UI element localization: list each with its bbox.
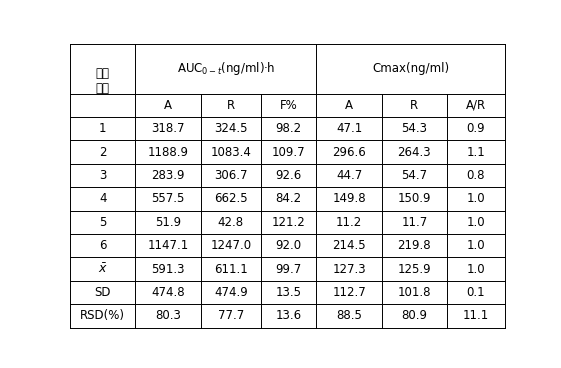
- Text: 219.8: 219.8: [398, 239, 431, 252]
- Text: 283.9: 283.9: [151, 169, 185, 182]
- Text: 150.9: 150.9: [398, 192, 431, 205]
- Text: $\bar{x}$: $\bar{x}$: [98, 262, 108, 276]
- Text: 306.7: 306.7: [214, 169, 247, 182]
- Text: 44.7: 44.7: [336, 169, 362, 182]
- Text: 2: 2: [99, 146, 107, 159]
- Text: 125.9: 125.9: [398, 262, 431, 276]
- Text: 84.2: 84.2: [275, 192, 302, 205]
- Text: 149.8: 149.8: [332, 192, 366, 205]
- Text: 591.3: 591.3: [151, 262, 185, 276]
- Text: 88.5: 88.5: [336, 309, 362, 322]
- Text: 109.7: 109.7: [272, 146, 306, 159]
- Text: 1.0: 1.0: [467, 192, 485, 205]
- Text: 1147.1: 1147.1: [148, 239, 188, 252]
- Text: 3: 3: [99, 169, 107, 182]
- Text: 121.2: 121.2: [272, 216, 306, 229]
- Text: 324.5: 324.5: [214, 122, 247, 135]
- Text: A: A: [345, 99, 353, 112]
- Text: 1.0: 1.0: [467, 239, 485, 252]
- Text: 80.3: 80.3: [155, 309, 181, 322]
- Text: R: R: [410, 99, 419, 112]
- Text: 557.5: 557.5: [151, 192, 185, 205]
- Text: 11.2: 11.2: [336, 216, 362, 229]
- Text: 13.5: 13.5: [275, 286, 302, 299]
- Text: 1.0: 1.0: [467, 262, 485, 276]
- Text: 51.9: 51.9: [155, 216, 181, 229]
- Text: 47.1: 47.1: [336, 122, 362, 135]
- Text: 101.8: 101.8: [398, 286, 431, 299]
- Text: 54.7: 54.7: [401, 169, 427, 182]
- Text: 127.3: 127.3: [332, 262, 366, 276]
- Text: 6: 6: [99, 239, 107, 252]
- Text: RSD(%): RSD(%): [80, 309, 125, 322]
- Text: 318.7: 318.7: [151, 122, 185, 135]
- Text: 214.5: 214.5: [332, 239, 366, 252]
- Text: 1083.4: 1083.4: [210, 146, 251, 159]
- Text: 13.6: 13.6: [275, 309, 302, 322]
- Text: 611.1: 611.1: [214, 262, 247, 276]
- Text: 1247.0: 1247.0: [210, 239, 251, 252]
- Text: AUC$_{0-t}$(ng/ml)·h: AUC$_{0-t}$(ng/ml)·h: [177, 60, 275, 77]
- Text: 4: 4: [99, 192, 107, 205]
- Text: 474.8: 474.8: [151, 286, 185, 299]
- Text: 474.9: 474.9: [214, 286, 247, 299]
- Text: 54.3: 54.3: [401, 122, 427, 135]
- Text: 98.2: 98.2: [275, 122, 302, 135]
- Text: R: R: [227, 99, 235, 112]
- Text: 662.5: 662.5: [214, 192, 247, 205]
- Text: 1188.9: 1188.9: [148, 146, 188, 159]
- Text: 112.7: 112.7: [332, 286, 366, 299]
- Text: 92.6: 92.6: [275, 169, 302, 182]
- Text: Cmax(ng/ml): Cmax(ng/ml): [372, 63, 449, 75]
- Text: 80.9: 80.9: [401, 309, 427, 322]
- Text: A/R: A/R: [466, 99, 486, 112]
- Text: 1.0: 1.0: [467, 216, 485, 229]
- Text: A: A: [164, 99, 172, 112]
- Text: 0.1: 0.1: [467, 286, 485, 299]
- Text: 296.6: 296.6: [332, 146, 366, 159]
- Text: 99.7: 99.7: [275, 262, 302, 276]
- Text: 92.0: 92.0: [275, 239, 302, 252]
- Text: 0.8: 0.8: [467, 169, 485, 182]
- Text: 77.7: 77.7: [218, 309, 244, 322]
- Text: 11.7: 11.7: [401, 216, 427, 229]
- Text: 5: 5: [99, 216, 107, 229]
- Text: 动物
编号: 动物 编号: [96, 67, 110, 95]
- Text: 264.3: 264.3: [398, 146, 431, 159]
- Text: 1.1: 1.1: [467, 146, 485, 159]
- Text: F%: F%: [280, 99, 297, 112]
- Text: 1: 1: [99, 122, 107, 135]
- Text: 11.1: 11.1: [463, 309, 489, 322]
- Text: 42.8: 42.8: [218, 216, 244, 229]
- Text: 0.9: 0.9: [467, 122, 485, 135]
- Text: SD: SD: [94, 286, 111, 299]
